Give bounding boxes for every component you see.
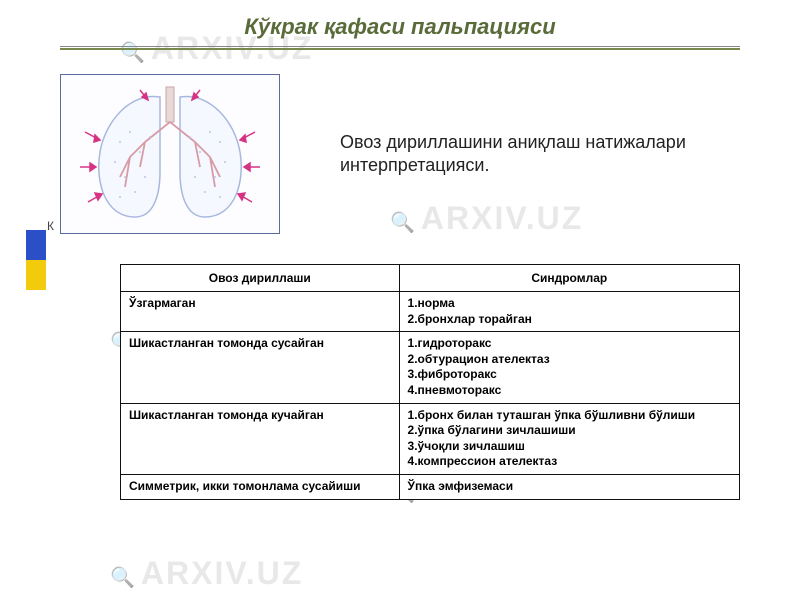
table-cell-condition: Ўзгармаган xyxy=(121,292,400,332)
table-row: Симметрик, икки томонлама сусайиши Ўпка э… xyxy=(121,474,740,499)
table-cell-syndromes: Ўпка эмфиземаси xyxy=(399,474,739,499)
table-header-2: Синдромлар xyxy=(399,265,739,292)
syndromes-table: Овоз дириллаши Синдромлар Ўзгармаган1.но… xyxy=(120,264,740,500)
figure-label: К xyxy=(47,219,54,233)
syndrome-item: 4.компрессион ателектаз xyxy=(408,454,731,470)
table-cell-condition: Шикастланган томонда сусайган xyxy=(121,332,400,403)
lung-figure: К xyxy=(60,74,280,234)
syndrome-item: 2.обтурацион ателектаз xyxy=(408,352,731,368)
table-cell-syndromes: 1.гидроторакс2.обтурацион ателектаз3.фиб… xyxy=(399,332,739,403)
table-header-1: Овоз дириллаши xyxy=(121,265,400,292)
syndrome-item: 1.гидроторакс xyxy=(408,336,731,352)
table-cell-syndromes: 1.норма2.бронхлар торайган xyxy=(399,292,739,332)
title-underline xyxy=(60,46,740,50)
syndrome-item: 1.бронх билан туташган ўпка бўшливни бўл… xyxy=(408,408,731,424)
syndrome-item: 3.ўчоқли зичлашиш xyxy=(408,439,731,455)
syndrome-item: 1.норма xyxy=(408,296,731,312)
syndrome-item: 3.фиброторакс xyxy=(408,367,731,383)
syndrome-item: 2.бронхлар торайган xyxy=(408,312,731,328)
page-title: Кўкрак қафаси пальпацияси xyxy=(0,0,800,40)
syndrome-item: 2.ўпка бўлагини зичлашиши xyxy=(408,423,731,439)
table-row: Шикастланган томонда кучайган 1.бронх бил… xyxy=(121,403,740,474)
syndrome-item: 4.пневмоторакс xyxy=(408,383,731,399)
table-row: Ўзгармаган1.норма2.бронхлар торайган xyxy=(121,292,740,332)
table-row: Шикастланган томонда сусайган1.гидротора… xyxy=(121,332,740,403)
table-cell-condition: Симметрик, икки томонлама сусайиши xyxy=(121,474,400,499)
syndrome-item: Ўпка эмфиземаси xyxy=(408,479,731,495)
lungs-icon xyxy=(70,82,270,227)
side-accent-bar xyxy=(26,230,46,290)
description-text: Овоз дириллашини аниқлаш натижалари инте… xyxy=(340,131,740,178)
table-cell-syndromes: 1.бронх билан туташган ўпка бўшливни бўл… xyxy=(399,403,739,474)
table-cell-condition: Шикастланган томонда кучайган xyxy=(121,403,400,474)
